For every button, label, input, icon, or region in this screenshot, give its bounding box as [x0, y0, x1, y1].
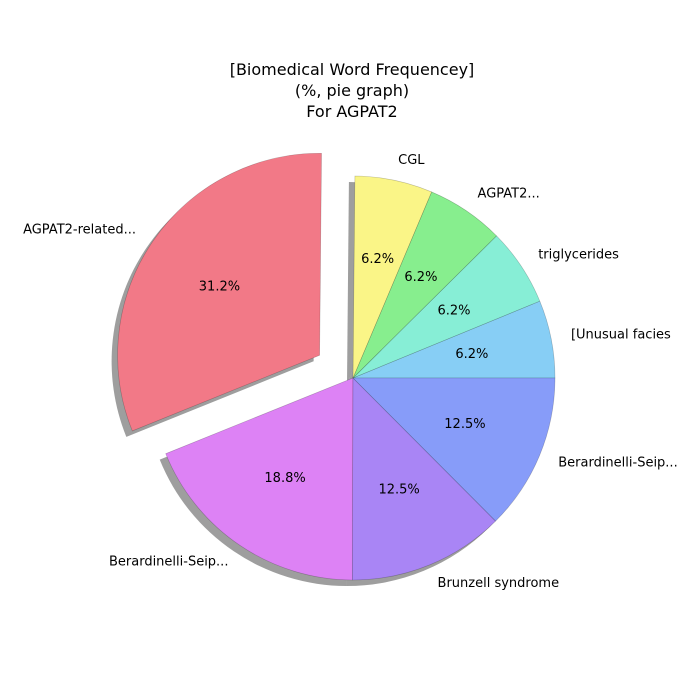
pie-labels: 6.2% [Unusual facies 6.2% triglycerides 6.2%… — [23, 153, 678, 591]
slice-percent-label: 6.2% — [361, 252, 394, 267]
pie-slice — [165, 377, 354, 581]
slice-category-label: AGPAT2... — [478, 186, 540, 201]
slice-category-label: triglycerides — [538, 248, 619, 263]
slice-percent-label: 6.2% — [455, 347, 488, 362]
pie-slice — [352, 175, 433, 379]
slice-category-label: [Unusual facies — [571, 327, 671, 342]
pie-slice — [352, 377, 497, 581]
slice-category-label: CGL — [398, 153, 425, 168]
chart-title-line-2: (%, pie graph) — [295, 81, 409, 100]
slice-category-label: Berardinelli-Seip... — [558, 456, 677, 471]
slice-percent-label: 12.5% — [444, 417, 485, 432]
slice-percent-label: 6.2% — [437, 304, 470, 319]
pie-slice — [117, 152, 322, 432]
chart-title: [Biomedical Word Frequencey] (%, pie gra… — [230, 60, 475, 121]
pie-slice — [352, 191, 497, 379]
slice-category-label: Brunzell syndrome — [438, 576, 560, 591]
pie-slice — [352, 377, 556, 522]
chart-title-line-1: [Biomedical Word Frequencey] — [230, 60, 475, 79]
slice-percent-label: 31.2% — [199, 280, 240, 295]
slice-percent-label: 18.8% — [264, 471, 305, 486]
chart-title-line-3: For AGPAT2 — [306, 102, 397, 121]
slice-category-label: Berardinelli-Seip... — [109, 555, 228, 570]
slice-percent-label: 6.2% — [404, 270, 437, 285]
pie-slice — [352, 235, 541, 379]
slice-category-label: AGPAT2-related... — [23, 223, 136, 238]
pie-slices — [117, 152, 556, 581]
slice-percent-label: 12.5% — [378, 483, 419, 498]
pie-slice — [352, 300, 556, 379]
